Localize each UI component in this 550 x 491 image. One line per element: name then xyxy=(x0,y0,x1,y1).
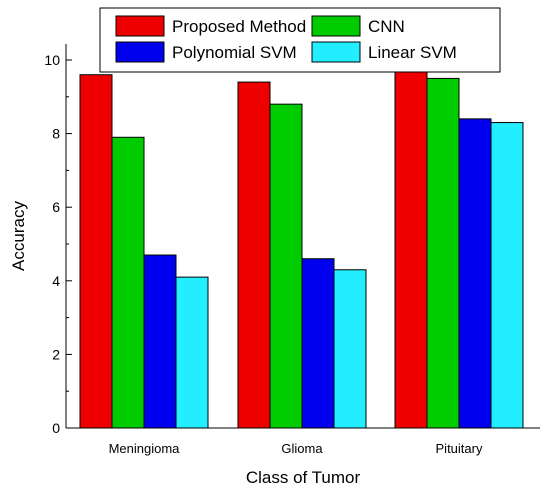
y-tick-label: 8 xyxy=(52,126,60,142)
bar-polynomial-svm-pituitary xyxy=(458,118,492,429)
y-tick-label: 10 xyxy=(44,52,60,68)
legend-label-polynomial-svm: Polynomial SVM xyxy=(172,43,297,62)
legend-swatch-cnn xyxy=(311,15,361,37)
y-tick-label: 2 xyxy=(52,346,60,362)
y-tick-label: 0 xyxy=(52,420,60,436)
legend-label-proposed-method: Proposed Method xyxy=(172,17,306,36)
bar-polynomial-svm-meningioma xyxy=(143,254,177,429)
bar-proposed-method-glioma xyxy=(237,81,271,429)
y-axis-label: Accuracy xyxy=(9,201,28,271)
y-tick-label: 4 xyxy=(52,273,60,289)
bar-proposed-method-meningioma xyxy=(79,74,113,429)
bar-cnn-pituitary xyxy=(426,77,460,429)
legend-box xyxy=(99,7,501,73)
legend: Proposed Method CNN Polynomial SVM Linear S… xyxy=(99,7,501,73)
bars-layer xyxy=(79,70,524,429)
y-tick-label: 6 xyxy=(52,199,60,215)
bar-cnn-glioma xyxy=(269,103,303,429)
legend-label-cnn: CNN xyxy=(368,17,405,36)
bar-linear-svm-meningioma xyxy=(175,276,209,429)
x-axis-label: Class of Tumor xyxy=(246,468,361,487)
bar-linear-svm-pituitary xyxy=(490,122,524,429)
legend-swatch-polynomial-svm xyxy=(115,41,165,63)
x-tick-label: Meningioma xyxy=(109,441,181,456)
bar-cnn-meningioma xyxy=(111,136,145,429)
x-tick-label: Pituitary xyxy=(436,441,483,456)
y-ticks: 0 2 4 6 8 10 xyxy=(44,52,72,436)
legend-swatch-proposed-method xyxy=(115,15,165,37)
bar-linear-svm-glioma xyxy=(333,269,367,429)
legend-swatch-linear-svm xyxy=(311,41,361,63)
bar-polynomial-svm-glioma xyxy=(301,258,335,429)
x-tick-label: Glioma xyxy=(281,441,323,456)
legend-label-linear-svm: Linear SVM xyxy=(368,43,457,62)
axes-layer xyxy=(65,44,540,429)
bar-proposed-method-pituitary xyxy=(394,70,428,429)
x-ticks: Meningioma Glioma Pituitary xyxy=(109,423,483,456)
